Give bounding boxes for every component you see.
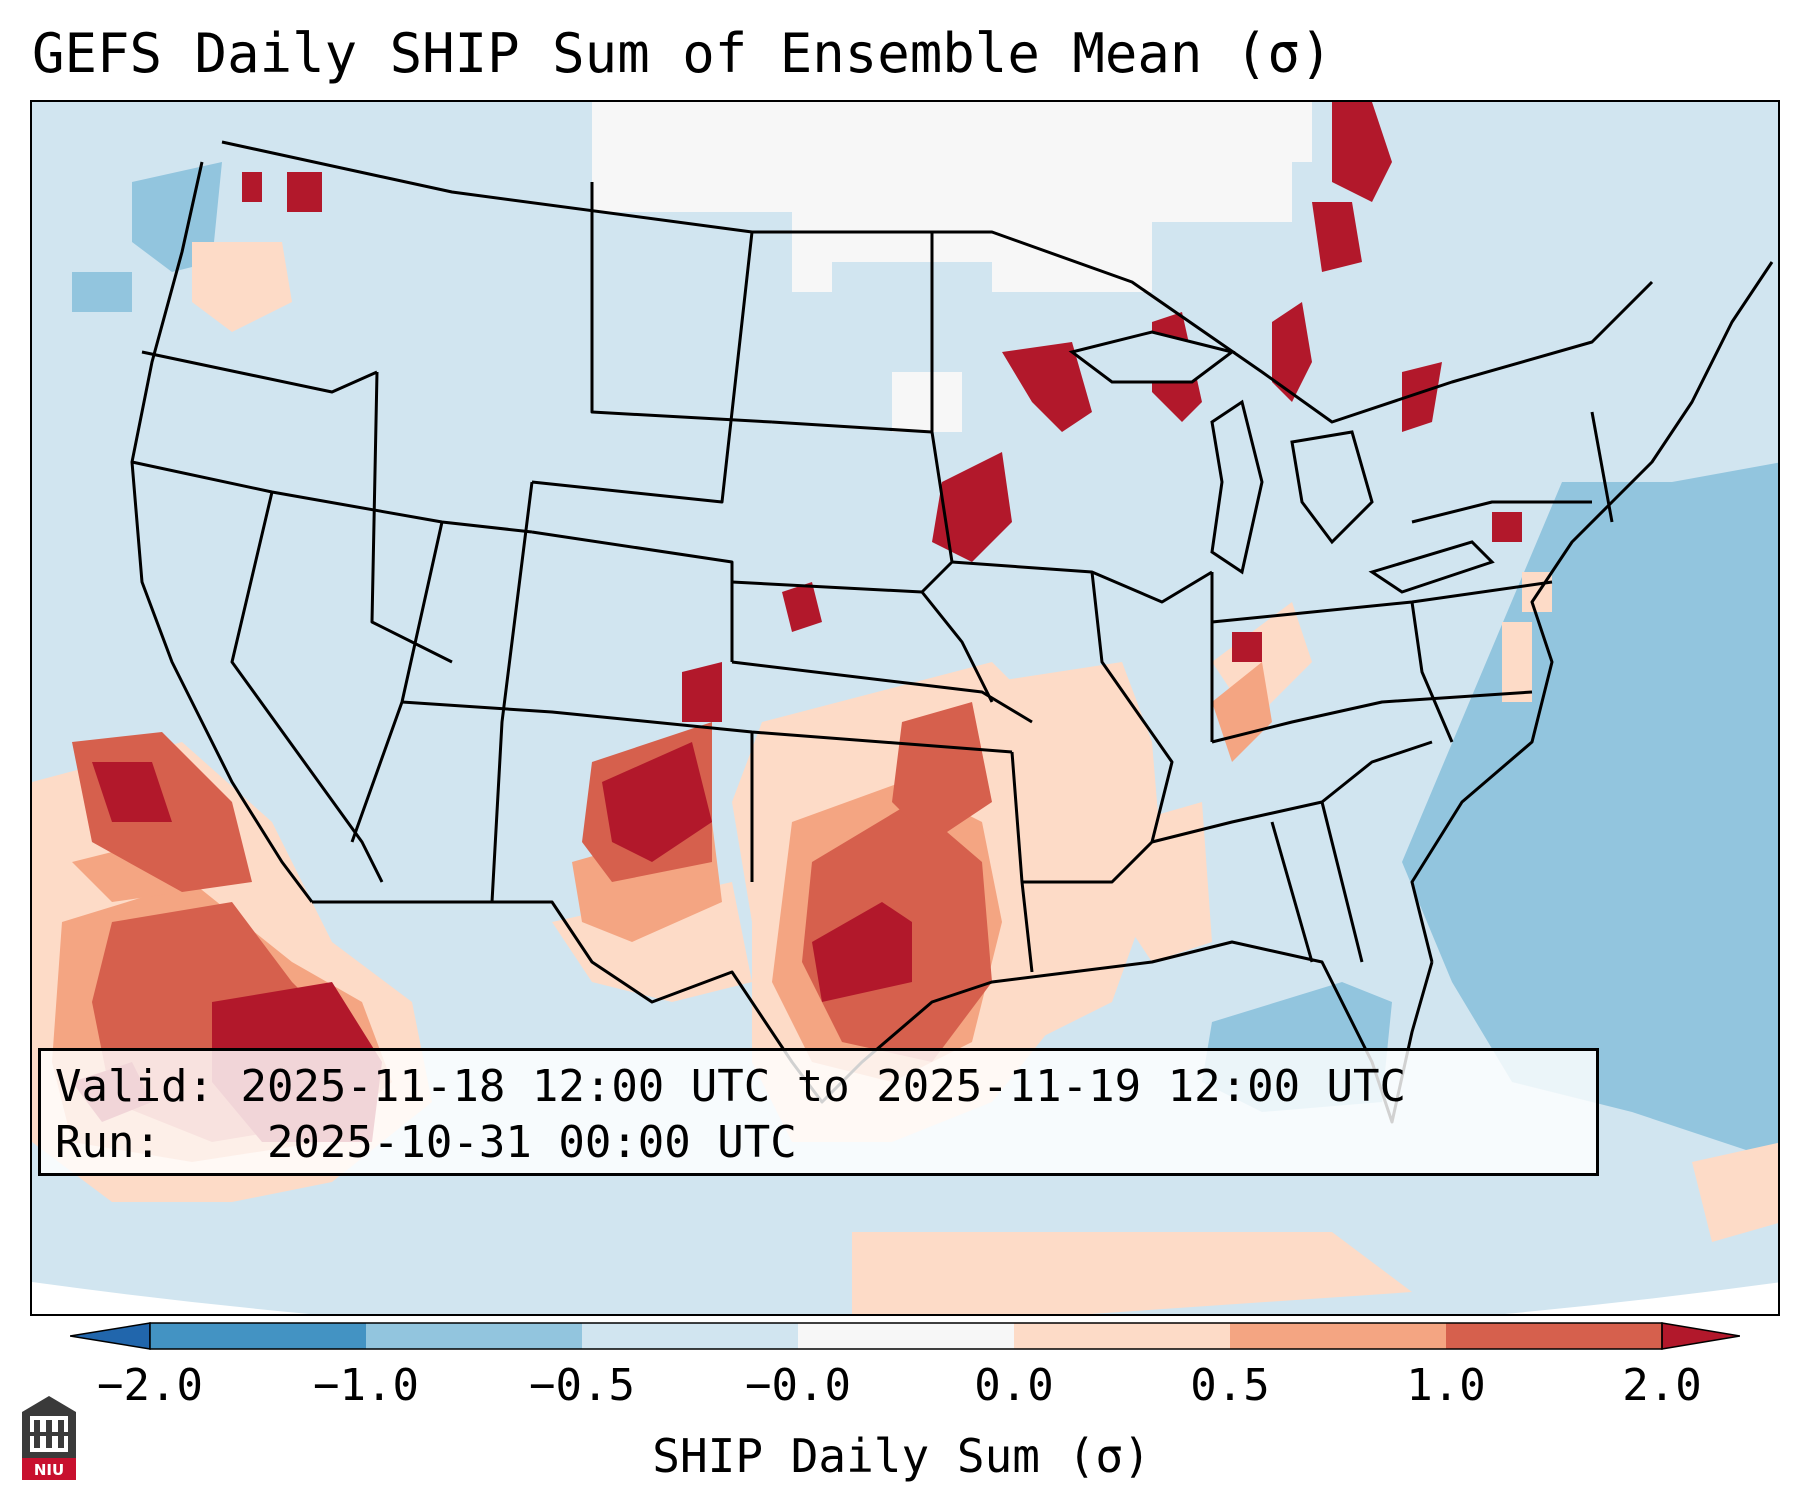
valid-run-info-box: Valid: 2025-11-18 12:00 UTC to 2025-11-1…	[38, 1048, 1599, 1176]
valid-value: 2025-11-18 12:00 UTC to 2025-11-19 12:00…	[240, 1061, 1407, 1112]
run-value: 2025-10-31 00:00 UTC	[266, 1117, 797, 1168]
colorbar-extend-low	[70, 1322, 151, 1350]
colorbar-tick-label: −0.0	[745, 1360, 851, 1411]
colorbar-tick-label: −1.0	[313, 1360, 419, 1411]
colorbar-segment-4	[798, 1323, 1014, 1349]
colorbar-tick-label: 2.0	[1622, 1360, 1702, 1411]
colorbar-outline	[149, 1322, 1663, 1350]
map-edge	[32, 1282, 1778, 1314]
state-boundaries	[130, 140, 1774, 1124]
colorbar-tick-label: 1.0	[1406, 1360, 1486, 1411]
colorbar-segment-5	[1014, 1323, 1230, 1349]
colorbar-segment-6	[1230, 1323, 1446, 1349]
colorbar-tick-label: 0.5	[1190, 1360, 1270, 1411]
colorbar-segment-2	[366, 1323, 582, 1349]
logo-text: NIU	[34, 1461, 64, 1479]
colorbar-segment-7	[1446, 1323, 1662, 1349]
page-title: GEFS Daily SHIP Sum of Ensemble Mean (σ)	[32, 22, 1333, 85]
run-label: Run:	[55, 1117, 161, 1168]
colorbar-segment-1	[150, 1323, 366, 1349]
colorbar-title: SHIP Daily Sum (σ)	[652, 1429, 1151, 1483]
colorbar-tick-label: −0.5	[529, 1360, 635, 1411]
valid-label: Valid:	[55, 1061, 214, 1112]
great-lakes	[1068, 330, 1495, 594]
colorbar-tick-label: 0.0	[974, 1360, 1054, 1411]
colorbar-extend-high	[1661, 1322, 1740, 1350]
near-zero-regions	[592, 102, 1312, 432]
university-seal-icon: NIU	[22, 1396, 76, 1480]
colorbar-tick-label: −2.0	[97, 1360, 203, 1411]
colorbar	[70, 1322, 1740, 1350]
colorbar-segment-3	[582, 1323, 798, 1349]
